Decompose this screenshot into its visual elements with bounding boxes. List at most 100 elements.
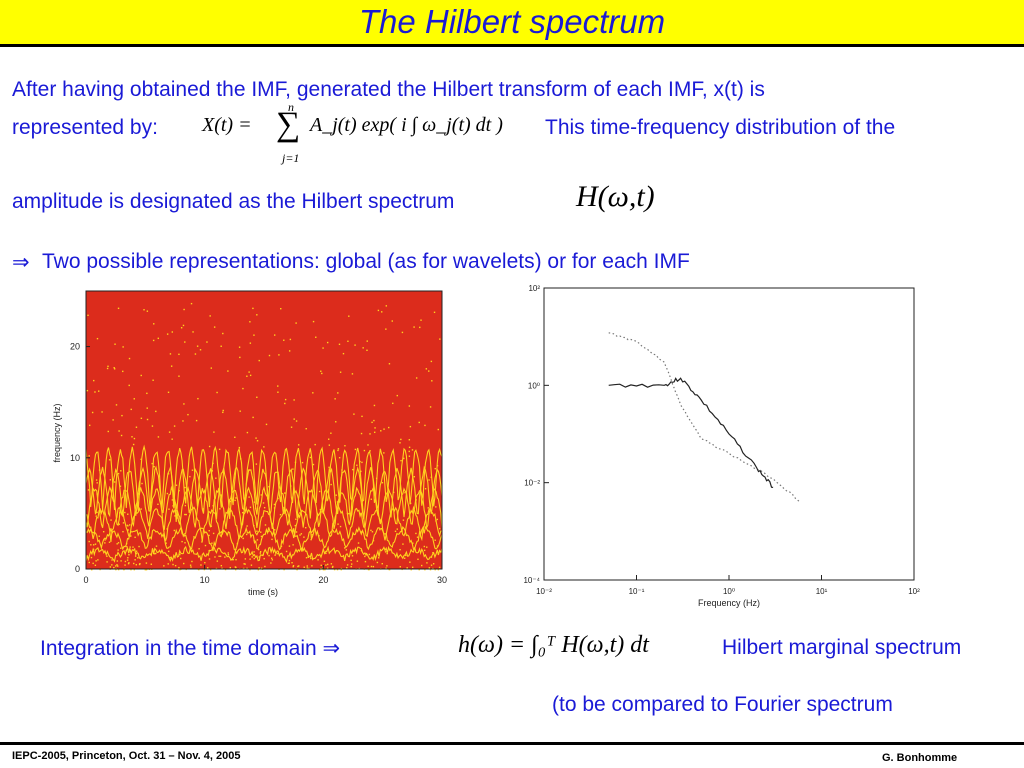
spectrogram-point [366, 340, 368, 342]
spectrogram-point [260, 535, 263, 538]
formula-sum-sign: ∑ [276, 106, 301, 143]
spectrogram-point [425, 368, 428, 370]
spectrogram-point [429, 568, 432, 571]
spectrogram-point [308, 567, 310, 570]
spectrogram-point [404, 491, 406, 494]
spectrogram-point [273, 503, 276, 506]
spectrogram-point [212, 532, 215, 535]
spectrogram-point [134, 536, 136, 539]
spectrogram-point [353, 413, 355, 415]
spectrogram-point [396, 528, 398, 530]
spectrogram-point [351, 373, 354, 375]
spectrogram-point [227, 553, 230, 556]
spectrogram-point [430, 360, 433, 363]
spectrogram-point [260, 531, 262, 533]
spectrogram-point [432, 563, 435, 565]
spectrogram-point [169, 556, 171, 559]
spectrogram-point [242, 537, 244, 540]
spectrogram-point [299, 512, 301, 514]
spectrogram-point [401, 331, 404, 334]
spectrogram-point [189, 475, 191, 478]
spectrogram-point [213, 431, 215, 433]
spectrogram-point [113, 566, 115, 569]
spectrogram-point [249, 342, 252, 344]
spectrogram-point [184, 504, 187, 507]
spectrogram-point [146, 310, 149, 312]
spectrogram-point [222, 332, 224, 335]
spectrogram-point [167, 563, 169, 565]
spectrogram-point [128, 554, 130, 556]
spectrogram-point [400, 438, 402, 441]
spectrogram-point [90, 568, 93, 571]
spectrogram-point [385, 305, 388, 307]
spectrogram-point [342, 352, 345, 355]
spectrogram-point [277, 391, 279, 393]
spectrogram-point [337, 448, 340, 450]
spectrogram-point [337, 392, 339, 394]
spectrogram-point [409, 561, 411, 563]
spectrogram-point [418, 568, 420, 571]
spectrogram-point [336, 568, 339, 571]
formula-marginal: h(ω) = ∫₀ᵀ H(ω,t) dt [458, 632, 649, 658]
spectrogram-point [146, 407, 148, 409]
spectrogram-point [127, 562, 130, 565]
spectrogram-point [436, 545, 439, 547]
spectrogram-point [305, 557, 308, 559]
spectrogram-point [317, 559, 319, 561]
spectrogram-point [122, 530, 124, 533]
spectrogram-point [436, 518, 439, 521]
spectrogram-point [377, 557, 380, 559]
spectrogram-point [126, 546, 128, 548]
spectrogram-point [180, 327, 183, 329]
spectrogram-point [182, 324, 185, 327]
spectrogram-point [245, 533, 248, 536]
spectrogram-point [348, 512, 350, 515]
spectrogram-y-tick-label: 10 [70, 453, 80, 463]
spectrogram-point [120, 560, 122, 562]
spectrogram-point [107, 365, 109, 368]
spectrogram-point [234, 568, 237, 571]
spectrogram-point [230, 559, 232, 561]
spectrogram-point [293, 418, 295, 420]
spectrogram-point [216, 391, 218, 394]
spectrogram-point [293, 399, 295, 401]
spectrogram-point [173, 529, 176, 532]
spectrogram-point [199, 349, 202, 351]
spectrogram-point [151, 425, 154, 427]
spectrogram-point [130, 568, 132, 571]
spectrogram-point [354, 344, 356, 346]
spectrogram-point [426, 546, 428, 548]
spectrogram-ridge [85, 545, 443, 564]
spectrogram-point [244, 563, 246, 565]
spectrogram-point [330, 563, 333, 565]
spectrogram-point [263, 506, 266, 509]
spectrogram-point [408, 446, 411, 449]
spectrogram-point [92, 544, 95, 546]
spectrogram-point [108, 459, 111, 461]
spectrogram-point [417, 558, 419, 560]
spectrogram-point [140, 417, 143, 420]
spectrogram-point [190, 566, 192, 568]
spectrogram-point [307, 556, 310, 558]
spectrogram-point [319, 508, 322, 511]
spectrogram-point [260, 567, 263, 569]
spectrogram-point [258, 359, 260, 362]
spectrogram-point [242, 511, 244, 514]
spectrogram-point [118, 523, 120, 525]
plot-x-tick-label: 10² [908, 587, 920, 596]
spectrogram-point [183, 403, 185, 405]
spectrogram-point [263, 557, 265, 560]
spectrogram-point [423, 549, 426, 552]
spectrogram-point [383, 428, 385, 430]
spectrogram-point [256, 440, 259, 442]
spectrogram-point [433, 311, 436, 314]
spectrogram-point [171, 499, 174, 501]
spectrogram-point [410, 568, 412, 571]
spectrogram-point [234, 436, 236, 439]
spectrogram-point [102, 531, 105, 533]
spectrogram-point [268, 554, 270, 557]
spectrogram-point [256, 396, 258, 399]
spectrogram-point [311, 534, 313, 536]
spectrogram-point [391, 320, 393, 322]
spectrogram-point [312, 392, 314, 394]
